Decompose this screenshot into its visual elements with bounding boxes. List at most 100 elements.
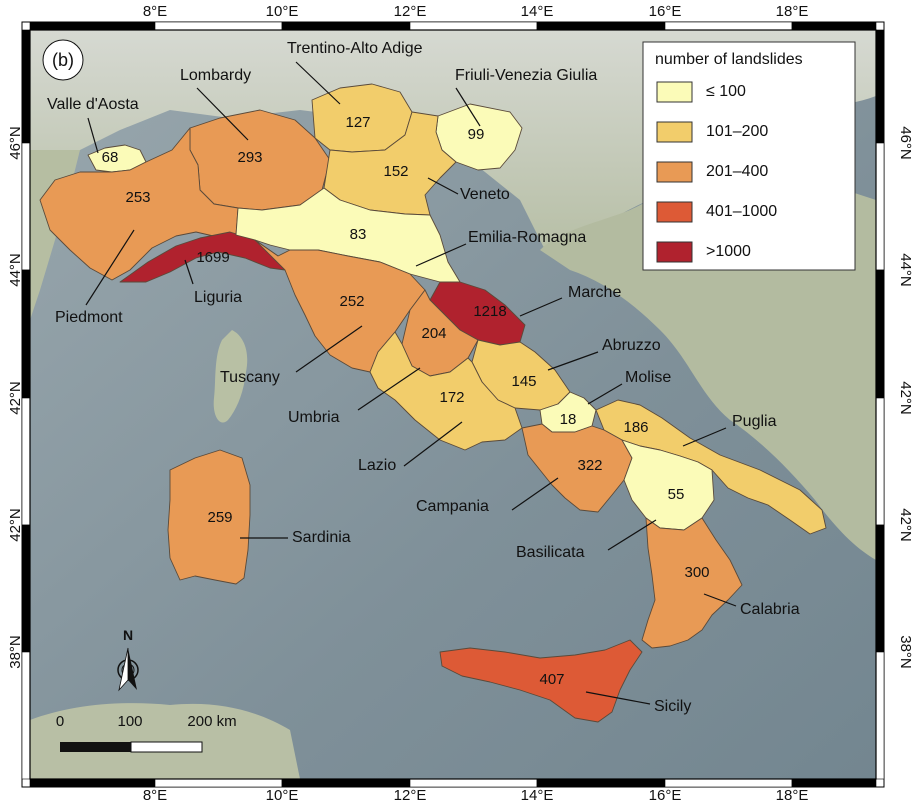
scale-label-0: 0 bbox=[56, 713, 64, 730]
region-sicily bbox=[439, 639, 643, 723]
leader-line-liguria bbox=[184, 259, 194, 285]
lon-label-top-3: 14°E bbox=[521, 3, 554, 20]
legend-swatch-0 bbox=[656, 81, 693, 103]
north-arrow: N bbox=[117, 627, 139, 692]
region-value-lombardy: 293 bbox=[237, 149, 262, 166]
region-name-veneto: Veneto bbox=[460, 186, 510, 203]
region-lazio bbox=[369, 331, 523, 451]
region-value-lazio: 172 bbox=[439, 389, 464, 406]
leader-line-puglia bbox=[682, 427, 727, 447]
leader-line-basilicata bbox=[607, 519, 657, 551]
region-name-campania: Campania bbox=[416, 498, 489, 515]
regions-layer bbox=[39, 83, 827, 723]
lat-label-right-1: 44°N bbox=[897, 253, 914, 287]
lon-label-bottom-0: 8°E bbox=[143, 787, 167, 804]
region-value-piedmont: 253 bbox=[125, 189, 150, 206]
region-name-valle-d-aosta: Valle d'Aosta bbox=[47, 96, 139, 113]
region-value-sicily: 407 bbox=[539, 671, 564, 688]
region-value-valle-d-aosta: 68 bbox=[102, 149, 119, 166]
lat-label-right-2: 42°N bbox=[897, 381, 914, 415]
legend: number of landslides ≤ 100 101–200 201–400… bbox=[642, 41, 856, 271]
leader-line-calabria bbox=[703, 593, 737, 607]
lon-label-bottom-2: 12°E bbox=[394, 787, 427, 804]
legend-box bbox=[642, 41, 856, 271]
lat-label-right-4: 38°N bbox=[897, 635, 914, 669]
labels-layer: 68 Valle d'Aosta 293 Lombardy 127 Trentino-Al… bbox=[47, 40, 800, 715]
scale-bar: 0 100 200 km bbox=[56, 713, 237, 753]
region-name-umbria: Umbria bbox=[288, 409, 340, 426]
legend-label-1: 101–200 bbox=[706, 123, 768, 140]
legend-label-4: >1000 bbox=[706, 243, 751, 260]
region-name-calabria: Calabria bbox=[740, 601, 800, 618]
lat-label-left-0: 46°N bbox=[7, 126, 24, 160]
legend-label-2: 201–400 bbox=[706, 163, 768, 180]
region-name-molise: Molise bbox=[625, 369, 671, 386]
region-name-liguria: Liguria bbox=[194, 289, 242, 306]
region-name-marche: Marche bbox=[568, 284, 621, 301]
lon-label-top-1: 10°E bbox=[266, 3, 299, 20]
region-value-molise: 18 bbox=[560, 411, 577, 428]
background-corsica bbox=[213, 330, 248, 423]
leader-line-molise bbox=[587, 383, 623, 405]
leader-line-trentino-alto-adige bbox=[295, 61, 341, 105]
lon-label-top-2: 12°E bbox=[394, 3, 427, 20]
scale-label-200: 200 km bbox=[187, 713, 236, 730]
coordinate-labels: 8°E 10°E 12°E 14°E 16°E 18°E 8°E 10°E 12°E 14°E 16… bbox=[7, 3, 914, 804]
lon-label-bottom-3: 14°E bbox=[521, 787, 554, 804]
lon-label-bottom-4: 16°E bbox=[649, 787, 682, 804]
background-tunisia bbox=[30, 703, 300, 779]
region-value-campania: 322 bbox=[577, 457, 602, 474]
region-value-liguria: 1699 bbox=[196, 249, 229, 266]
region-value-puglia: 186 bbox=[623, 419, 648, 436]
region-name-abruzzo: Abruzzo bbox=[602, 337, 661, 354]
region-value-marche: 1218 bbox=[473, 303, 506, 320]
lon-label-top-0: 8°E bbox=[143, 3, 167, 20]
region-name-lazio: Lazio bbox=[358, 457, 396, 474]
legend-label-0: ≤ 100 bbox=[706, 83, 746, 100]
region-name-piedmont: Piedmont bbox=[55, 309, 123, 326]
leader-line-campania bbox=[511, 477, 559, 511]
region-value-umbria: 204 bbox=[421, 325, 446, 342]
legend-swatch-1 bbox=[656, 121, 693, 143]
region-name-tuscany: Tuscany bbox=[220, 369, 280, 386]
region-name-emilia-romagna: Emilia-Romagna bbox=[468, 229, 586, 246]
lat-label-left-4: 38°N bbox=[7, 635, 24, 669]
leader-line-valle-d-aosta bbox=[87, 117, 99, 154]
region-value-tuscany: 252 bbox=[339, 293, 364, 310]
panel-label: (b) bbox=[52, 50, 74, 70]
region-value-trentino-alto-adige: 127 bbox=[345, 114, 370, 131]
leader-line-abruzzo bbox=[547, 351, 599, 371]
region-name-friuli-venezia-giulia: Friuli-Venezia Giulia bbox=[455, 67, 597, 84]
region-name-basilicata: Basilicata bbox=[516, 544, 585, 561]
region-name-sicily: Sicily bbox=[654, 698, 691, 715]
legend-swatch-4 bbox=[656, 241, 693, 263]
region-value-basilicata: 55 bbox=[668, 486, 685, 503]
region-name-trentino-alto-adige: Trentino-Alto Adige bbox=[287, 40, 423, 57]
lat-label-right-0: 46°N bbox=[897, 126, 914, 160]
legend-title: number of landslides bbox=[655, 51, 803, 68]
leader-line-marche bbox=[519, 297, 563, 317]
north-arrow-label: N bbox=[123, 627, 133, 643]
legend-swatch-2 bbox=[656, 161, 693, 183]
region-name-lombardy: Lombardy bbox=[180, 67, 251, 84]
lon-label-top-5: 18°E bbox=[776, 3, 809, 20]
leader-line-piedmont bbox=[85, 229, 135, 306]
leader-line-sicily bbox=[585, 691, 651, 705]
legend-label-3: 401–1000 bbox=[706, 203, 777, 220]
region-calabria bbox=[641, 517, 743, 649]
lat-label-left-2: 42°N bbox=[7, 381, 24, 415]
leader-line-emilia-romagna bbox=[415, 243, 467, 267]
leader-line-friuli-venezia-giulia bbox=[455, 87, 481, 127]
panel-label-badge: (b) bbox=[42, 39, 84, 81]
region-value-calabria: 300 bbox=[684, 564, 709, 581]
frame-border bbox=[21, 21, 885, 788]
scale-label-100: 100 bbox=[117, 713, 142, 730]
region-value-veneto: 152 bbox=[383, 163, 408, 180]
region-value-emilia-romagna: 83 bbox=[350, 226, 367, 243]
leader-line-tuscany bbox=[295, 325, 363, 373]
lat-label-right-3: 42°N bbox=[897, 508, 914, 542]
lat-label-left-1: 44°N bbox=[7, 253, 24, 287]
lon-label-bottom-1: 10°E bbox=[266, 787, 299, 804]
leader-line-lazio bbox=[403, 421, 463, 467]
